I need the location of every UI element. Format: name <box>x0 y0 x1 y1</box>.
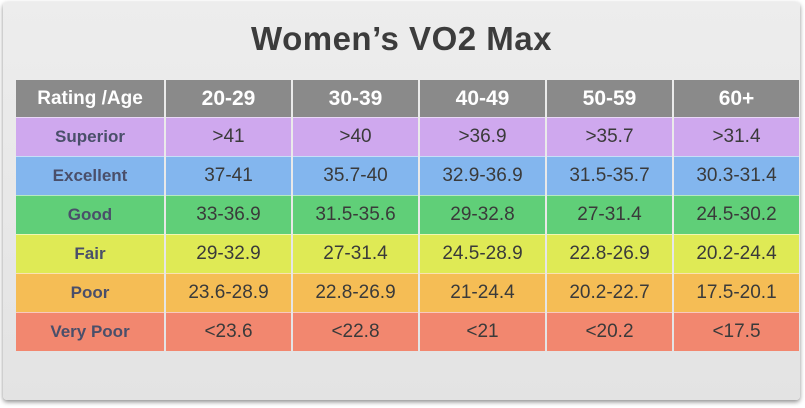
table-cell: <17.5 <box>674 312 799 351</box>
row-label: Poor <box>16 273 164 312</box>
table-cell: 33-36.9 <box>166 195 291 234</box>
table-cell: 29-32.9 <box>166 234 291 273</box>
table-cell: 35.7-40 <box>293 156 418 195</box>
table-cell: 37-41 <box>166 156 291 195</box>
table-cell: <21 <box>420 312 545 351</box>
table-cell: 21-24.4 <box>420 273 545 312</box>
table-cell: 22.8-26.9 <box>547 234 672 273</box>
table-cell: >31.4 <box>674 117 799 156</box>
table-cell: 27-31.4 <box>293 234 418 273</box>
slide: Women’s VO2 Max Rating /Age 20-29 30-39 … <box>3 2 800 400</box>
table-cell: <23.6 <box>166 312 291 351</box>
table-cell: 17.5-20.1 <box>674 273 799 312</box>
header-cell-age: 40-49 <box>420 80 545 117</box>
header-cell-age: 50-59 <box>547 80 672 117</box>
row-label: Fair <box>16 234 164 273</box>
table-cell: 30.3-31.4 <box>674 156 799 195</box>
table-cell: >36.9 <box>420 117 545 156</box>
table-cell: >40 <box>293 117 418 156</box>
row-label: Excellent <box>16 156 164 195</box>
table-cell: 20.2-22.7 <box>547 273 672 312</box>
table-cell: 24.5-28.9 <box>420 234 545 273</box>
table-cell: 32.9-36.9 <box>420 156 545 195</box>
table-cell: >35.7 <box>547 117 672 156</box>
table-cell: 29-32.8 <box>420 195 545 234</box>
header-cell-rating-age: Rating /Age <box>16 80 164 117</box>
table-cell: <22.8 <box>293 312 418 351</box>
row-label: Very Poor <box>16 312 164 351</box>
vo2-max-table: Rating /Age 20-29 30-39 40-49 50-59 60+ … <box>16 80 799 351</box>
page-title: Women’s VO2 Max <box>251 20 552 57</box>
table-cell: 31.5-35.7 <box>547 156 672 195</box>
table-cell: 22.8-26.9 <box>293 273 418 312</box>
row-label: Good <box>16 195 164 234</box>
table-cell: >41 <box>166 117 291 156</box>
table-cell: 20.2-24.4 <box>674 234 799 273</box>
header-cell-age: 20-29 <box>166 80 291 117</box>
row-label: Superior <box>16 117 164 156</box>
table-cell: <20.2 <box>547 312 672 351</box>
header-cell-age: 60+ <box>674 80 799 117</box>
table-cell: 24.5-30.2 <box>674 195 799 234</box>
table-cell: 27-31.4 <box>547 195 672 234</box>
table-cell: 31.5-35.6 <box>293 195 418 234</box>
header-cell-age: 30-39 <box>293 80 418 117</box>
table-cell: 23.6-28.9 <box>166 273 291 312</box>
